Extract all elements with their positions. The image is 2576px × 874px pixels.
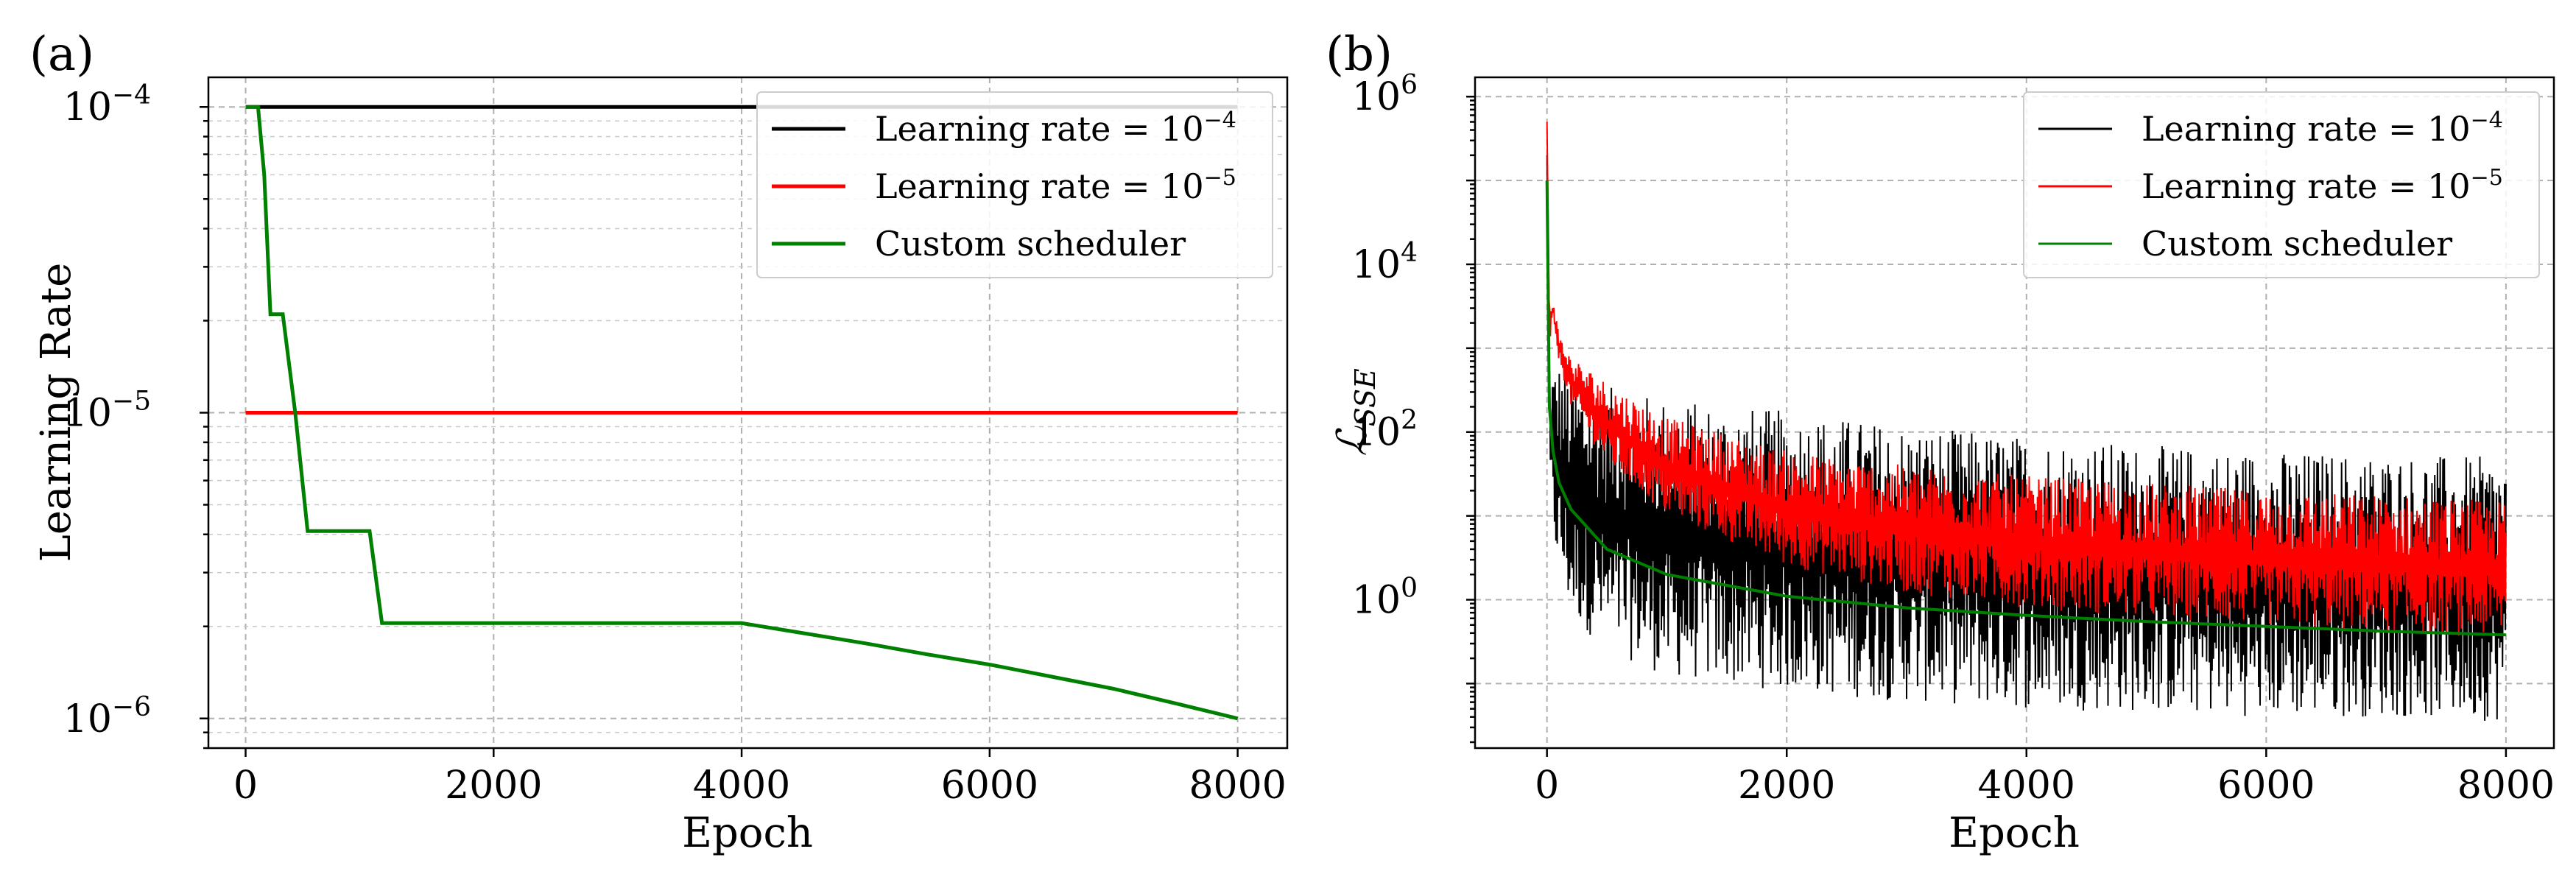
panel-a-label: (a) <box>29 27 94 82</box>
a-ytick-label: 10−6 <box>63 692 151 741</box>
panel-b-ylabel-base: ℒ <box>1329 426 1376 457</box>
panel-a-ticks: 0 2000 4000 6000 8000 10−6 10−5 10−4 <box>63 80 1287 808</box>
panel-b-ticks: 0 2000 4000 6000 8000 100 102 104 106 <box>1352 70 2555 808</box>
b-legend-label: Learning rate = 10−5 <box>2142 165 2503 206</box>
a-series-line <box>245 105 1239 721</box>
a-legend-label: Learning rate = 10−5 <box>875 165 1236 206</box>
b-legend-box <box>2023 91 2540 278</box>
panel-a-xlabel: Epoch <box>682 809 813 857</box>
panel-b-ylabel: ℒSSE <box>1329 368 1382 457</box>
b-ytick-label: 102 <box>1352 406 1418 455</box>
panel-b-xlabel: Epoch <box>1949 809 2080 857</box>
a-xtick-label: 2000 <box>445 764 542 808</box>
panel-b-frame <box>1474 76 2555 750</box>
a-xtick-label: 6000 <box>941 764 1038 808</box>
a-xtick-label: 0 <box>233 764 258 808</box>
a-xtick-label: 8000 <box>1189 764 1286 808</box>
b-xtick-label: 2000 <box>1738 764 1835 808</box>
b-series-noisy <box>1546 121 2507 636</box>
a-legend-label: Learning rate = 10−4 <box>875 108 1236 149</box>
panel-a-legend: Learning rate = 10−4 Learning rate = 10−5… <box>756 91 1273 278</box>
b-ytick-label: 100 <box>1352 573 1418 622</box>
panel-a-ylabel: Learning Rate <box>32 263 80 563</box>
b-ytick-label: 106 <box>1352 70 1418 119</box>
b-legend-label: Custom scheduler <box>2142 224 2452 264</box>
b-xtick-label: 4000 <box>1978 764 2075 808</box>
a-ytick-label: 10−5 <box>63 387 151 436</box>
b-series-line <box>1545 180 2506 637</box>
b-xtick-label: 0 <box>1535 764 1559 808</box>
a-xtick-label: 4000 <box>693 764 790 808</box>
a-legend-box <box>756 91 1273 278</box>
panel-b-ylabel-sub: SSE <box>1349 368 1382 426</box>
b-legend-label: Learning rate = 10−4 <box>2142 108 2503 149</box>
b-xtick-label: 8000 <box>2457 764 2555 808</box>
b-xtick-label: 6000 <box>2217 764 2315 808</box>
a-legend-label: Custom scheduler <box>875 224 1186 264</box>
panel-b-series <box>1545 121 2507 721</box>
panel-b-legend: Learning rate = 10−4 Learning rate = 10−5… <box>2023 91 2540 278</box>
panel-b-label: (b) <box>1326 27 1393 82</box>
b-ytick-label: 104 <box>1352 238 1418 287</box>
a-ytick-label: 10−4 <box>63 80 151 130</box>
